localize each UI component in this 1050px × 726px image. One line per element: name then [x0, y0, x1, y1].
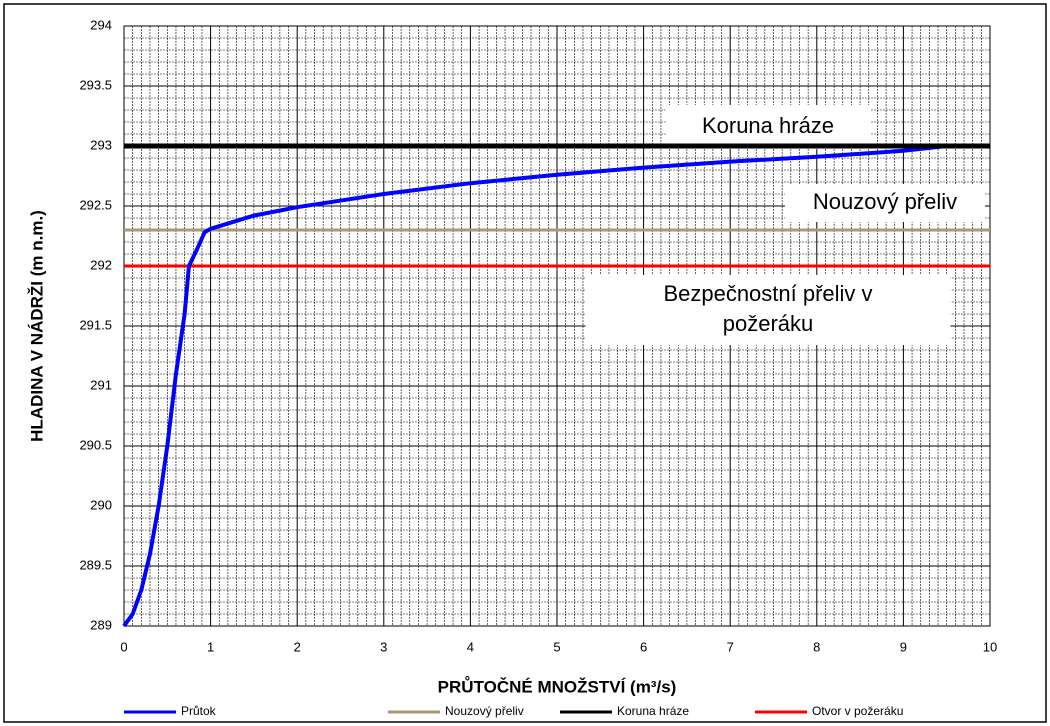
legend-label: Koruna hráze: [617, 704, 689, 718]
legend-label: Otvor v požeráku: [812, 704, 903, 718]
x-tick-label: 5: [553, 639, 560, 654]
x-tick-label: 6: [640, 639, 647, 654]
annotation-box: [785, 184, 985, 222]
legend-label: Průtok: [181, 704, 217, 718]
x-axis-label: PRŮTOČNÉ MNOŽSTVÍ (m³/s): [438, 676, 677, 696]
x-tick-label: 7: [727, 639, 734, 654]
plot-area: [123, 25, 991, 627]
annotation-box: [585, 275, 951, 345]
x-tick-label: 4: [467, 639, 474, 654]
y-tick-label: 290.5: [79, 437, 112, 452]
y-tick-label: 293.5: [79, 77, 112, 92]
y-tick-label: 292: [90, 257, 112, 272]
y-tick-label: 289: [90, 617, 112, 632]
x-tick-label: 0: [120, 639, 127, 654]
x-tick-label: 8: [813, 639, 820, 654]
series-line: [122, 144, 947, 628]
x-tick-label: 2: [294, 639, 301, 654]
y-tick-label: 291: [90, 377, 112, 392]
x-tick-label: 3: [380, 639, 387, 654]
x-tick-label: 10: [983, 639, 997, 654]
annotation-box: [665, 105, 871, 149]
x-tick-label: 9: [900, 639, 907, 654]
y-tick-label: 292.5: [79, 197, 112, 212]
y-tick-label: 294: [90, 17, 112, 32]
annotation: požeráku: [723, 311, 814, 336]
annotation: Koruna hráze: [702, 113, 834, 138]
annotation: Nouzový přeliv: [813, 189, 957, 214]
legend-label: Nouzový přeliv: [445, 704, 524, 718]
x-tick-label: 1: [207, 639, 214, 654]
y-tick-label: 290: [90, 497, 112, 512]
y-tick-label: 291.5: [79, 317, 112, 332]
y-axis-label: HLADINA V NÁDRŽI (m n.m.): [27, 210, 46, 442]
y-tick-label: 289.5: [79, 557, 112, 572]
y-tick-label: 293: [90, 137, 112, 152]
annotation: Bezpečnostní přeliv v: [663, 281, 872, 306]
